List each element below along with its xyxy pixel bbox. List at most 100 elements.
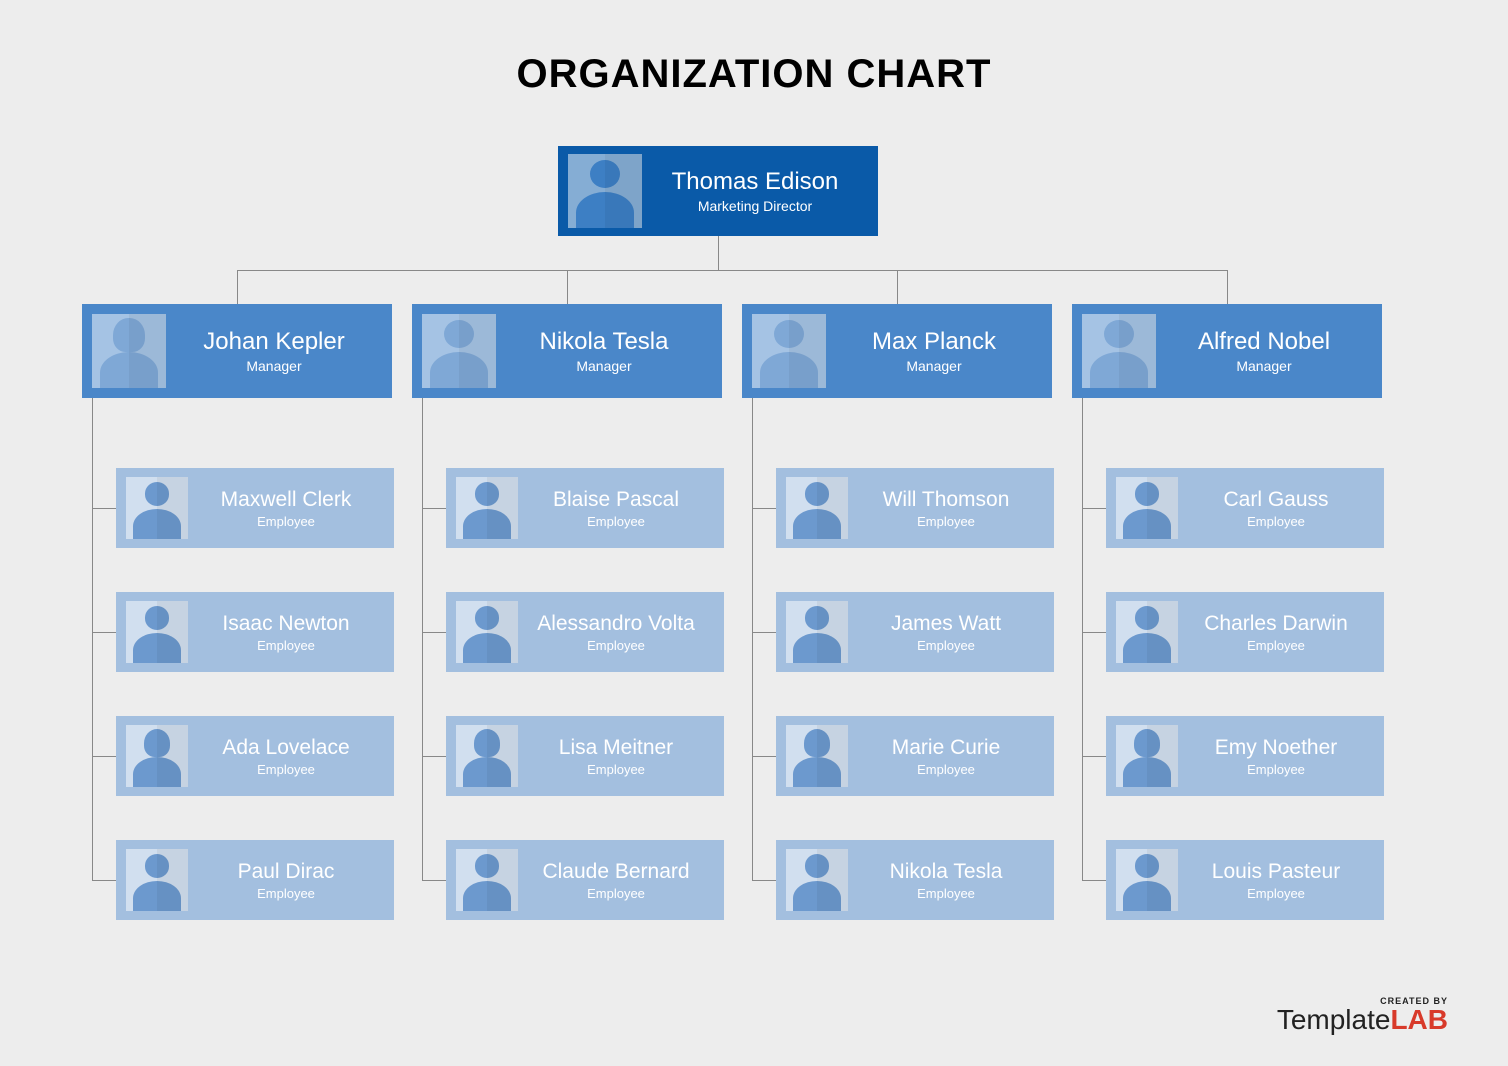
connector-line xyxy=(567,270,568,304)
person-role: Employee xyxy=(194,514,378,529)
card-text: Ada Lovelace Employee xyxy=(188,736,384,777)
connector-line xyxy=(1227,270,1228,304)
avatar-icon xyxy=(126,725,188,787)
connector-line xyxy=(92,880,116,881)
person-name: Blaise Pascal xyxy=(524,488,708,512)
card-text: Claude Bernard Employee xyxy=(518,860,714,901)
avatar-icon xyxy=(786,601,848,663)
avatar-icon xyxy=(456,849,518,911)
person-name: Louis Pasteur xyxy=(1184,860,1368,884)
avatar-icon xyxy=(786,477,848,539)
connector-line xyxy=(422,508,446,509)
employee-card: Isaac Newton Employee xyxy=(116,592,394,672)
avatar-icon xyxy=(1116,849,1178,911)
person-name: Ada Lovelace xyxy=(194,736,378,760)
connector-line xyxy=(92,398,93,880)
employee-card: Lisa MeitnerEmployee xyxy=(446,716,724,796)
connector-line xyxy=(752,632,776,633)
person-role: Manager xyxy=(172,358,376,374)
employee-card: Maxwell Clerk Employee xyxy=(116,468,394,548)
connector-line xyxy=(752,508,776,509)
person-name: Charles Darwin xyxy=(1184,612,1368,636)
person-name: Maxwell Clerk xyxy=(194,488,378,512)
card-text: Carl GaussEmployee xyxy=(1178,488,1374,529)
employee-card: Emy Noether Employee xyxy=(1106,716,1384,796)
person-role: Employee xyxy=(854,638,1038,653)
manager-card: Johan Kepler Manager xyxy=(82,304,392,398)
person-name: James Watt xyxy=(854,612,1038,636)
connector-line xyxy=(237,270,238,304)
person-name: Alfred Nobel xyxy=(1162,328,1366,356)
card-text: Alessandro VoltaEmployee xyxy=(518,612,714,653)
card-text: Nikola Tesla Manager xyxy=(496,328,712,374)
person-name: Isaac Newton xyxy=(194,612,378,636)
card-text: Max PlanckManager xyxy=(826,328,1042,374)
employee-card: Nikola Tesla Employee xyxy=(776,840,1054,920)
person-role: Employee xyxy=(1184,638,1368,653)
card-text: Will Thomson Employee xyxy=(848,488,1044,529)
person-name: Emy Noether xyxy=(1184,736,1368,760)
person-name: Lisa Meitner xyxy=(524,736,708,760)
manager-card: Nikola Tesla Manager xyxy=(412,304,722,398)
connector-line xyxy=(92,756,116,757)
connector-line xyxy=(752,880,776,881)
connector-line xyxy=(718,236,719,270)
card-text: Nikola Tesla Employee xyxy=(848,860,1044,901)
person-role: Employee xyxy=(1184,514,1368,529)
connector-line xyxy=(752,756,776,757)
connector-line xyxy=(1082,756,1106,757)
card-text: Marie CurieEmployee xyxy=(848,736,1044,777)
person-role: Manager xyxy=(1162,358,1366,374)
person-name: Will Thomson xyxy=(854,488,1038,512)
employee-card: Alessandro VoltaEmployee xyxy=(446,592,724,672)
avatar-icon xyxy=(456,601,518,663)
employee-card: Will Thomson Employee xyxy=(776,468,1054,548)
employee-card: Claude Bernard Employee xyxy=(446,840,724,920)
employee-card: Charles Darwin Employee xyxy=(1106,592,1384,672)
person-name: Thomas Edison xyxy=(648,168,862,196)
manager-card: Max PlanckManager xyxy=(742,304,1052,398)
connector-line xyxy=(92,632,116,633)
person-role: Employee xyxy=(854,886,1038,901)
connector-line xyxy=(92,508,116,509)
card-text: Maxwell Clerk Employee xyxy=(188,488,384,529)
connector-line xyxy=(1082,508,1106,509)
employee-card: Carl GaussEmployee xyxy=(1106,468,1384,548)
person-name: Marie Curie xyxy=(854,736,1038,760)
card-text: Isaac Newton Employee xyxy=(188,612,384,653)
employee-card: Ada Lovelace Employee xyxy=(116,716,394,796)
connector-line xyxy=(1082,880,1106,881)
person-role: Employee xyxy=(524,886,708,901)
person-role: Employee xyxy=(194,886,378,901)
person-role: Employee xyxy=(854,514,1038,529)
connector-line xyxy=(1082,398,1083,880)
person-name: Claude Bernard xyxy=(524,860,708,884)
person-name: Nikola Tesla xyxy=(502,328,706,356)
connector-line xyxy=(422,756,446,757)
avatar-icon xyxy=(456,725,518,787)
footer-brand-template: Template xyxy=(1277,1004,1391,1035)
employee-card: Blaise PascalEmployee xyxy=(446,468,724,548)
avatar-icon xyxy=(1116,725,1178,787)
person-name: Paul Dirac xyxy=(194,860,378,884)
person-name: Max Planck xyxy=(832,328,1036,356)
person-role: Employee xyxy=(194,638,378,653)
avatar-icon xyxy=(1082,314,1156,388)
avatar-icon xyxy=(1116,601,1178,663)
person-role: Employee xyxy=(194,762,378,777)
footer-brand-lab: LAB xyxy=(1390,1004,1448,1035)
card-text: James Watt Employee xyxy=(848,612,1044,653)
avatar-icon xyxy=(1116,477,1178,539)
person-name: Johan Kepler xyxy=(172,328,376,356)
avatar-icon xyxy=(456,477,518,539)
person-role: Manager xyxy=(502,358,706,374)
person-role: Employee xyxy=(1184,762,1368,777)
avatar-icon xyxy=(568,154,642,228)
avatar-icon xyxy=(786,725,848,787)
footer: CREATED BY TemplateLAB xyxy=(1277,996,1448,1036)
card-text: Johan Kepler Manager xyxy=(166,328,382,374)
card-text: Thomas EdisonMarketing Director xyxy=(642,168,868,214)
person-name: Nikola Tesla xyxy=(854,860,1038,884)
card-text: Paul Dirac Employee xyxy=(188,860,384,901)
avatar-icon xyxy=(92,314,166,388)
